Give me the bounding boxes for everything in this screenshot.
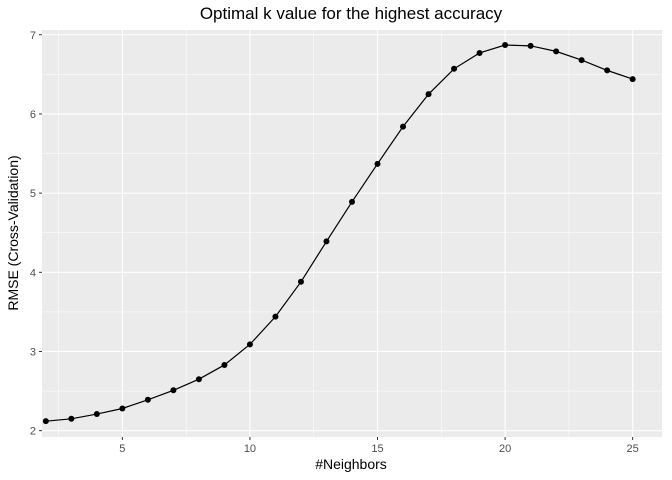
data-point: [119, 405, 126, 412]
series-line: [45, 44, 633, 422]
data-point: [476, 49, 483, 56]
data-point: [527, 42, 534, 49]
y-tick-label: 3: [30, 346, 36, 358]
chart-title: Optimal k value for the highest accuracy: [200, 4, 503, 23]
major-gridlines: [42, 30, 662, 437]
data-point: [297, 278, 304, 285]
minor-gridlines: [42, 30, 662, 437]
x-axis: 5 10 15 20 25: [119, 437, 639, 455]
x-tick-label: 10: [244, 443, 256, 455]
data-point: [246, 341, 253, 348]
series: [42, 42, 636, 425]
data-point: [272, 313, 279, 320]
data-point: [195, 376, 202, 383]
data-point: [374, 160, 381, 167]
data-point: [144, 396, 151, 403]
data-point: [221, 361, 228, 368]
y-axis-title: RMSE (Cross-Validation): [5, 155, 21, 310]
y-tick-label: 6: [30, 109, 36, 121]
data-point: [400, 123, 407, 130]
y-axis: 2 3 4 5 6 7: [30, 30, 42, 438]
data-point: [578, 57, 585, 64]
x-axis-title: #Neighbors: [315, 456, 387, 472]
plot-panel: [42, 30, 662, 437]
data-point: [604, 67, 611, 74]
data-point: [502, 42, 509, 49]
y-tick-label: 5: [30, 188, 36, 200]
x-tick-label: 20: [499, 443, 511, 455]
x-tick-label: 25: [627, 443, 639, 455]
y-tick-label: 7: [30, 30, 36, 42]
data-point: [425, 91, 432, 98]
data-point: [629, 76, 636, 83]
data-point: [323, 238, 330, 245]
data-point: [68, 415, 75, 422]
y-tick-label: 4: [30, 267, 36, 279]
data-point: [451, 65, 458, 72]
data-point: [93, 411, 100, 418]
data-point: [42, 418, 49, 425]
x-tick-label: 15: [371, 443, 383, 455]
x-tick-label: 5: [119, 443, 125, 455]
y-tick-label: 2: [30, 426, 36, 438]
data-point: [553, 48, 560, 55]
data-point: [170, 387, 177, 394]
data-point: [349, 198, 355, 205]
